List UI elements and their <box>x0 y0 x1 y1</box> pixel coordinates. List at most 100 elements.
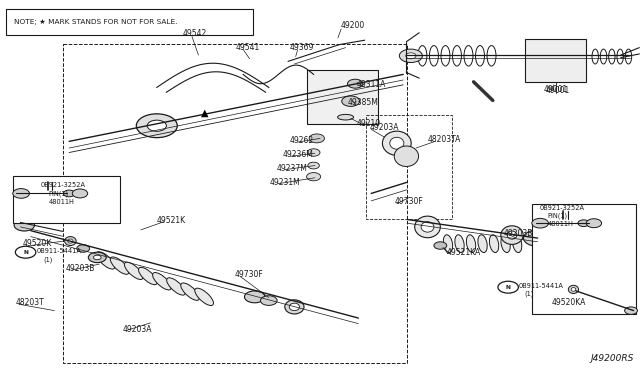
Circle shape <box>308 162 319 169</box>
Ellipse shape <box>455 235 464 253</box>
Ellipse shape <box>65 237 76 246</box>
Text: PIN(1): PIN(1) <box>49 190 68 197</box>
Ellipse shape <box>166 278 186 295</box>
Ellipse shape <box>490 235 499 253</box>
Text: 48011H: 48011H <box>49 199 74 205</box>
Text: 49520K: 49520K <box>22 239 52 248</box>
Text: NOTE; ★ MARK STANDS FOR NOT FOR SALE.: NOTE; ★ MARK STANDS FOR NOT FOR SALE. <box>14 19 177 25</box>
Text: 49200: 49200 <box>341 21 365 30</box>
Text: 49203A: 49203A <box>123 325 152 334</box>
Circle shape <box>72 189 88 198</box>
Circle shape <box>498 281 518 293</box>
Circle shape <box>14 219 35 231</box>
Text: 49210: 49210 <box>357 119 381 128</box>
Text: 49730F: 49730F <box>394 197 423 206</box>
Ellipse shape <box>138 267 157 285</box>
Ellipse shape <box>285 300 304 314</box>
Circle shape <box>136 114 177 138</box>
Text: 0B921-3252A: 0B921-3252A <box>41 182 86 188</box>
FancyBboxPatch shape <box>13 176 120 223</box>
Circle shape <box>309 134 324 143</box>
Ellipse shape <box>467 235 476 253</box>
Ellipse shape <box>338 114 354 120</box>
Circle shape <box>434 242 447 249</box>
Text: 49203B: 49203B <box>504 229 533 238</box>
Text: 49369: 49369 <box>290 43 314 52</box>
Ellipse shape <box>124 262 143 279</box>
Text: 49311A: 49311A <box>357 80 387 89</box>
Circle shape <box>532 218 548 228</box>
Ellipse shape <box>501 235 510 253</box>
Text: 49385M: 49385M <box>348 98 378 107</box>
Ellipse shape <box>421 222 434 232</box>
Text: N: N <box>23 250 28 255</box>
Circle shape <box>399 49 422 62</box>
Circle shape <box>88 252 106 263</box>
Text: 0B911-5441A: 0B911-5441A <box>518 283 563 289</box>
Text: 49203B: 49203B <box>65 264 95 273</box>
Text: 48203TA: 48203TA <box>428 135 461 144</box>
Text: 49520KA: 49520KA <box>552 298 586 307</box>
Text: 49730F: 49730F <box>234 270 263 279</box>
Circle shape <box>307 173 321 181</box>
Text: N: N <box>506 285 511 290</box>
Ellipse shape <box>110 257 129 274</box>
FancyBboxPatch shape <box>307 70 378 124</box>
Circle shape <box>63 190 75 197</box>
Text: 49001: 49001 <box>545 86 570 94</box>
Ellipse shape <box>152 273 172 290</box>
Circle shape <box>307 149 320 156</box>
FancyBboxPatch shape <box>525 39 586 82</box>
Text: 49262: 49262 <box>289 136 314 145</box>
Circle shape <box>260 296 277 305</box>
Ellipse shape <box>289 303 300 311</box>
Ellipse shape <box>415 216 440 238</box>
Circle shape <box>625 307 637 314</box>
Text: 49236M: 49236M <box>283 150 314 159</box>
Circle shape <box>244 291 265 303</box>
Ellipse shape <box>478 235 487 253</box>
Text: 49001: 49001 <box>543 85 568 94</box>
Text: 48203T: 48203T <box>16 298 45 307</box>
Ellipse shape <box>383 131 412 155</box>
Text: 49203A: 49203A <box>370 123 399 132</box>
Text: 48011H: 48011H <box>547 221 573 227</box>
Text: 0B911-5441A: 0B911-5441A <box>36 248 81 254</box>
Ellipse shape <box>96 252 115 269</box>
Text: 49521K: 49521K <box>157 216 186 225</box>
Ellipse shape <box>180 283 200 300</box>
Text: 49237M: 49237M <box>276 164 307 173</box>
Ellipse shape <box>572 288 576 291</box>
Ellipse shape <box>390 137 404 149</box>
Circle shape <box>13 189 29 198</box>
Circle shape <box>15 246 36 258</box>
Ellipse shape <box>501 226 524 244</box>
Ellipse shape <box>394 146 419 166</box>
Text: (1): (1) <box>525 291 534 297</box>
Text: J49200RS: J49200RS <box>590 355 634 363</box>
Text: 49231M: 49231M <box>270 178 301 187</box>
Ellipse shape <box>568 285 579 294</box>
Ellipse shape <box>513 235 522 253</box>
Ellipse shape <box>68 239 73 243</box>
Text: 49521KA: 49521KA <box>447 248 481 257</box>
Circle shape <box>586 219 602 228</box>
FancyBboxPatch shape <box>6 9 253 35</box>
Circle shape <box>524 230 552 246</box>
Ellipse shape <box>444 235 452 253</box>
FancyBboxPatch shape <box>532 204 636 314</box>
Circle shape <box>93 255 101 260</box>
Circle shape <box>147 120 166 131</box>
Ellipse shape <box>195 288 214 305</box>
Text: 49541: 49541 <box>236 43 260 52</box>
Text: 0B921-3252A: 0B921-3252A <box>540 205 584 211</box>
Ellipse shape <box>507 231 517 239</box>
Circle shape <box>578 220 589 227</box>
Text: (1): (1) <box>44 256 53 263</box>
Text: ▲: ▲ <box>201 108 209 117</box>
Circle shape <box>406 53 416 59</box>
Circle shape <box>77 245 90 252</box>
Text: 49542: 49542 <box>182 29 207 38</box>
Circle shape <box>348 79 363 88</box>
Circle shape <box>342 96 360 106</box>
